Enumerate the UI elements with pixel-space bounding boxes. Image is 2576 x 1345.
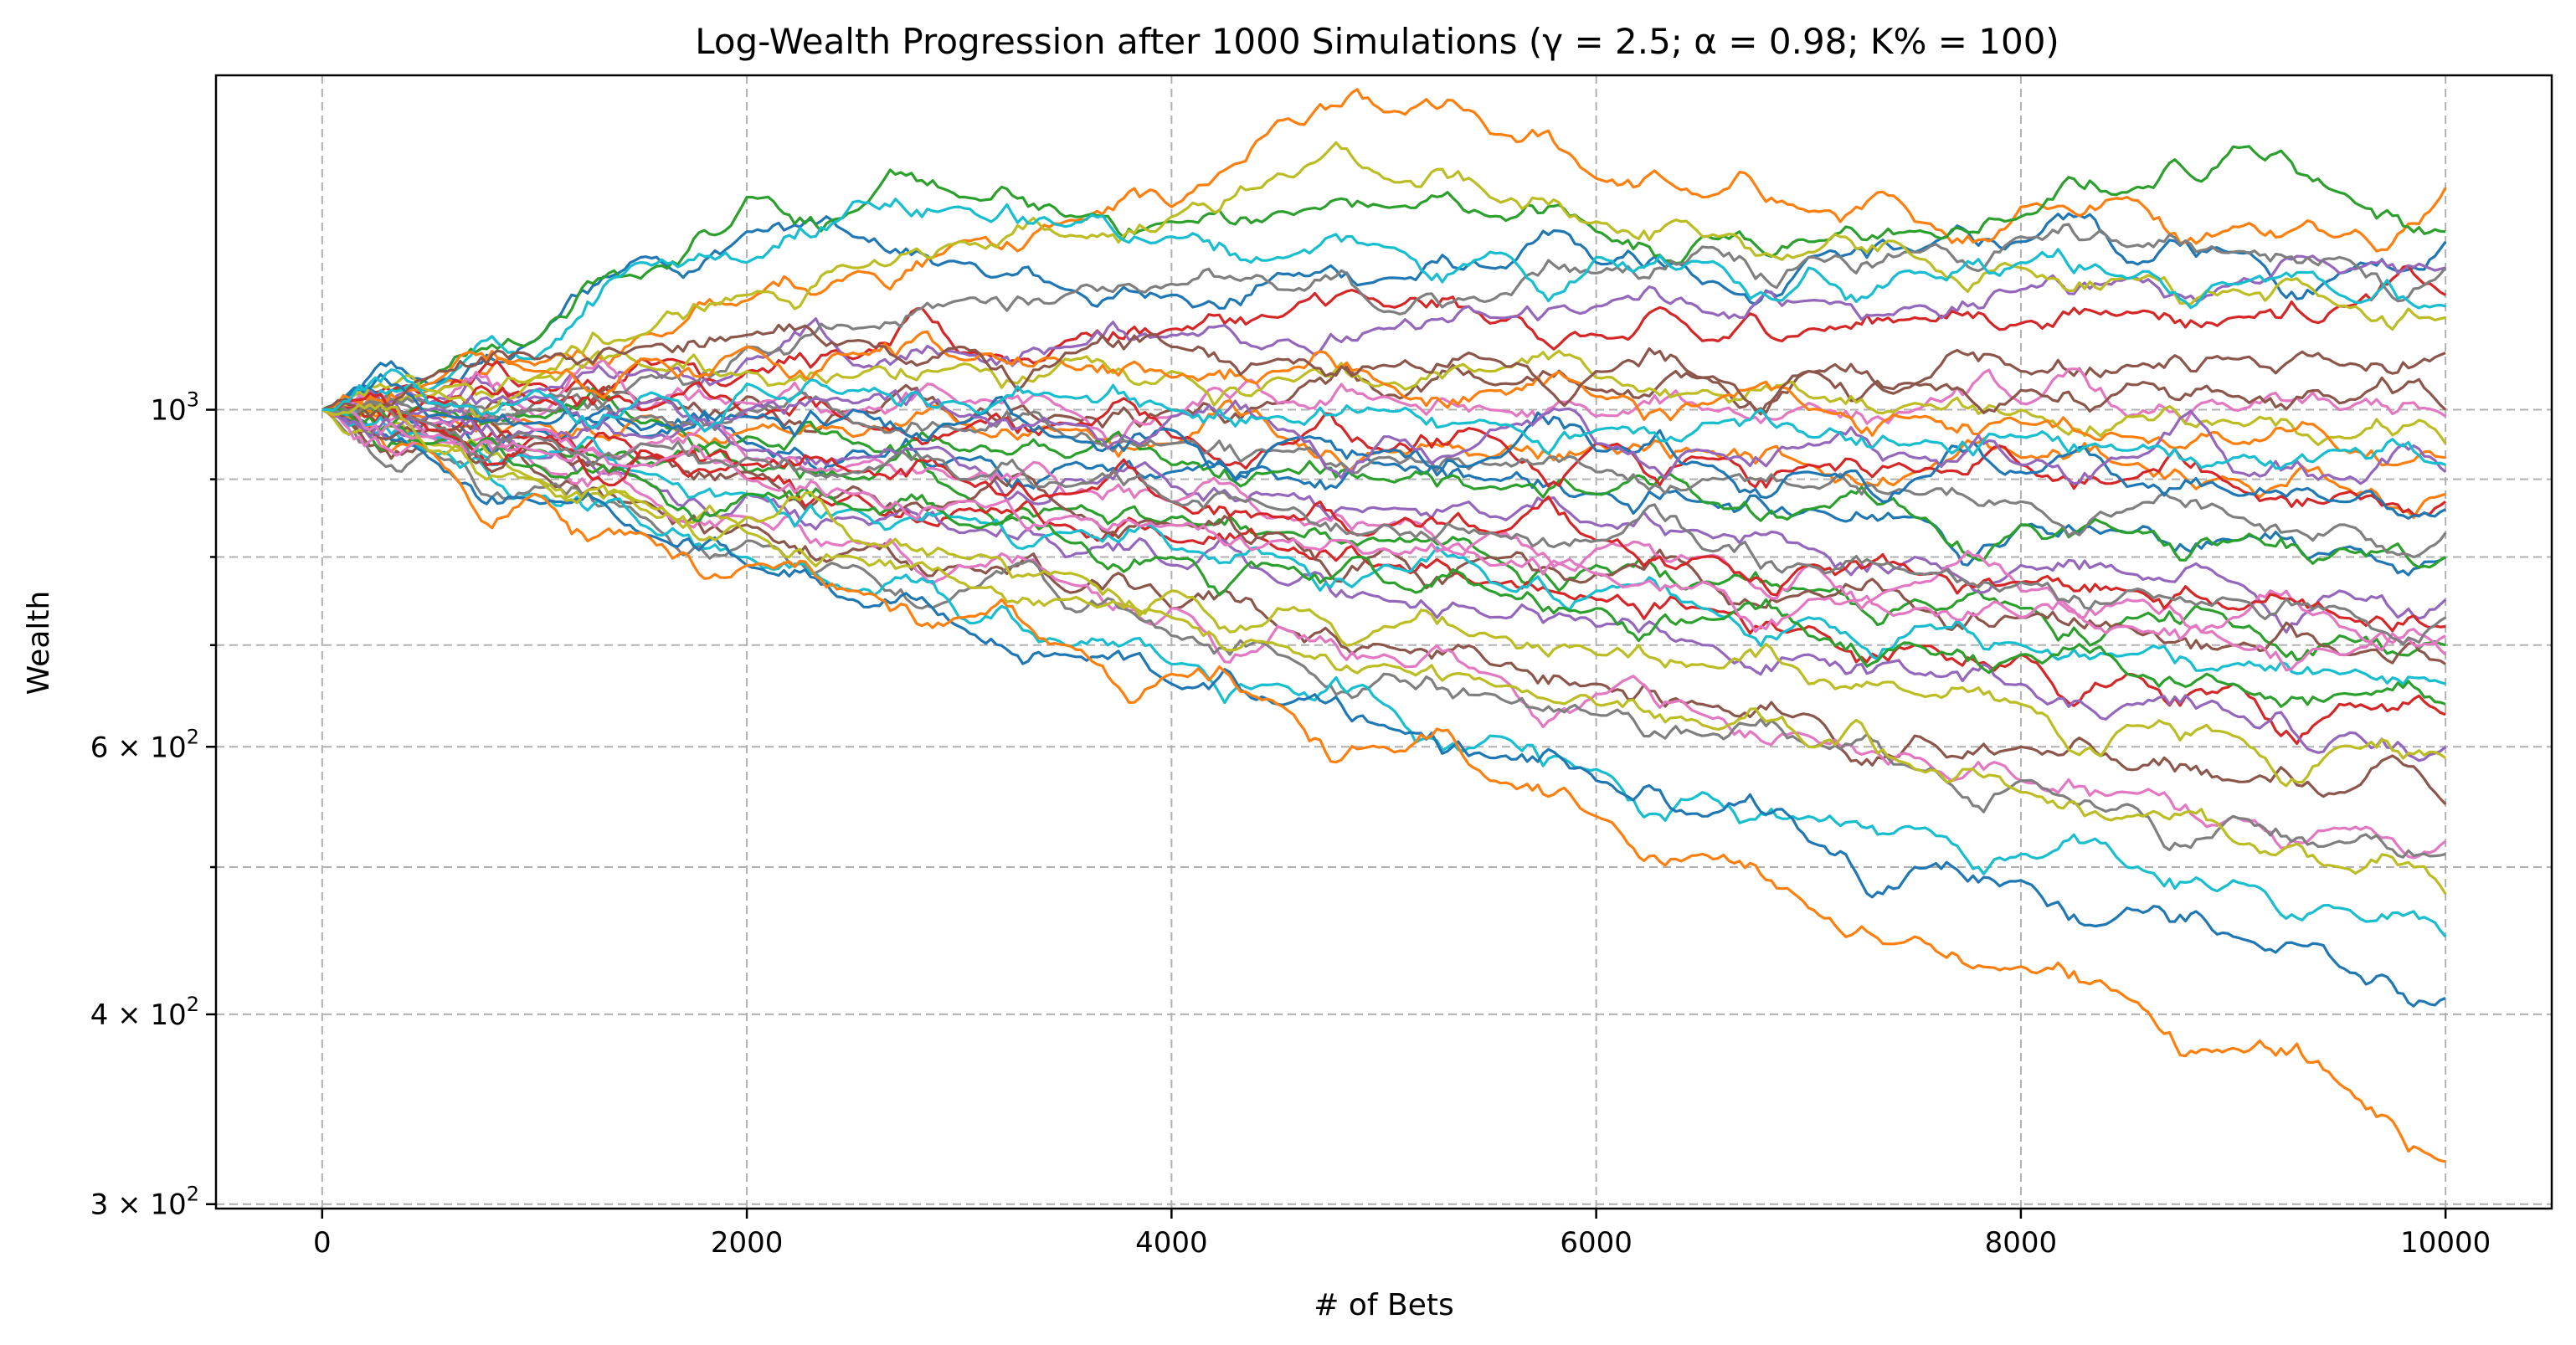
series-line [321, 330, 2446, 467]
series-line [321, 145, 2446, 415]
series-line [321, 408, 2447, 634]
series-line [321, 198, 2446, 412]
x-axis-label: # of Bets [1314, 1288, 1453, 1322]
x-tick-label: 6000 [1560, 1226, 1632, 1260]
series-line [321, 408, 2447, 672]
series-line [321, 323, 2447, 418]
series-line [321, 372, 2446, 521]
series-line [321, 368, 2446, 470]
y-tick-label: 4 × 102 [90, 993, 199, 1032]
plot-frame [214, 74, 2553, 1210]
series-line [321, 408, 2446, 1008]
series-line [321, 408, 2446, 685]
series-line [321, 403, 2447, 788]
y-tick-label: 103 [150, 388, 199, 428]
series-line [321, 408, 2447, 938]
series-line [321, 264, 2446, 412]
x-tick-label: 8000 [1985, 1226, 2058, 1260]
series-line [321, 212, 2447, 412]
series-line [321, 388, 2447, 485]
series-line [321, 141, 2446, 418]
series-layer [321, 88, 2447, 1163]
series-line [321, 358, 2447, 443]
x-tick-label: 0 [313, 1226, 332, 1260]
y-tick-label: 6 × 102 [90, 725, 199, 764]
series-line [321, 399, 2447, 646]
series-line [321, 388, 2447, 577]
series-line [321, 223, 2447, 426]
series-line [321, 254, 2446, 412]
x-tick-label: 4000 [1135, 1226, 1208, 1260]
series-line [321, 408, 2446, 662]
series-line [321, 408, 2446, 1163]
series-line [321, 408, 2446, 859]
x-tick-label: 2000 [711, 1226, 784, 1260]
y-axis-label: Wealth [22, 591, 56, 696]
y-tick-label: 3 × 102 [90, 1183, 199, 1222]
series-line [321, 388, 2447, 762]
series-line [321, 88, 2447, 415]
x-tick-label: 10000 [2400, 1226, 2491, 1260]
chart-title: Log-Wealth Progression after 1000 Simula… [695, 21, 2059, 62]
tick-layer: 0 2000 4000 6000 8000 10000 3 × 102 4 × 102 6 × … [90, 388, 2491, 1260]
series-line [321, 407, 2446, 708]
